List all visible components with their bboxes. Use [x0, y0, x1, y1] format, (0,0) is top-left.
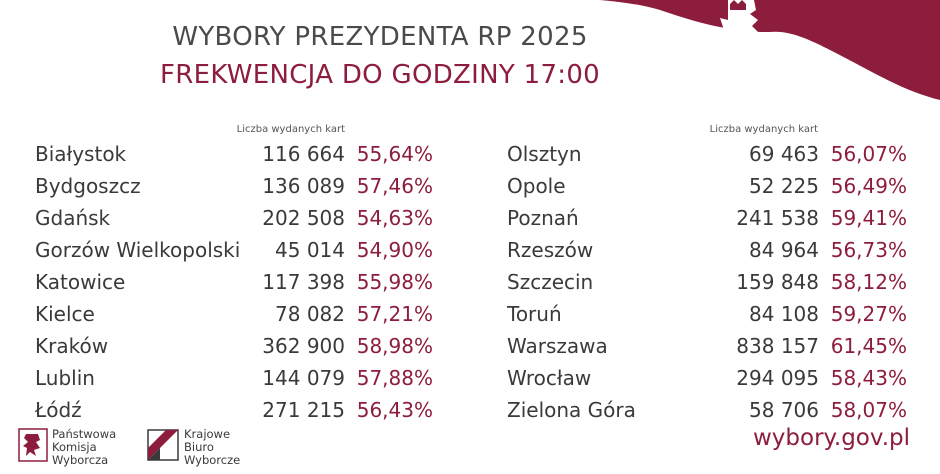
cards-issued: 45 014 — [275, 238, 345, 262]
table-row: Gdańsk 202 508 54,63% — [35, 204, 433, 236]
city-name: Wrocław — [507, 366, 592, 390]
table-row: Bydgoszcz 136 089 57,46% — [35, 172, 433, 204]
turnout-percent: 57,88% — [356, 366, 433, 390]
turnout-percent: 58,98% — [356, 334, 433, 358]
table-row: Olsztyn 69 463 56,07% — [507, 140, 907, 172]
website-link[interactable]: wybory.gov.pl — [753, 425, 910, 451]
cards-issued: 52 225 — [749, 174, 819, 198]
table-row: Lublin 144 079 57,88% — [35, 364, 433, 396]
turnout-percent: 56,43% — [356, 398, 433, 422]
city-name: Warszawa — [507, 334, 608, 358]
turnout-table-right: Olsztyn 69 463 56,07% Opole 52 225 56,49% Po… — [507, 140, 907, 428]
pkw-line2: Komisja — [52, 440, 97, 454]
city-name: Toruń — [507, 302, 562, 326]
turnout-percent: 58,43% — [830, 366, 907, 390]
cards-issued: 838 157 — [736, 334, 819, 358]
turnout-percent: 61,45% — [830, 334, 907, 358]
table-row: Łódź 271 215 56,43% — [35, 396, 433, 428]
city-name: Gdańsk — [35, 206, 111, 230]
city-name: Gorzów Wielkopolski — [35, 238, 241, 262]
column-header-left: Liczba wydanych kart — [236, 124, 345, 135]
table-row: Kielce 78 082 57,21% — [35, 300, 433, 332]
cards-issued: 202 508 — [262, 206, 345, 230]
kbw-logo-icon — [147, 429, 179, 461]
turnout-table-left: Białystok 116 664 55,64% Bydgoszcz 136 089 5… — [35, 140, 433, 428]
cards-issued: 144 079 — [262, 366, 345, 390]
cards-issued: 159 848 — [736, 270, 819, 294]
pkw-line3: Wyborcza — [52, 453, 109, 467]
city-name: Olsztyn — [507, 142, 582, 166]
cards-issued: 271 215 — [262, 398, 345, 422]
city-name: Opole — [507, 174, 566, 198]
city-name: Katowice — [35, 270, 126, 294]
table-row: Wrocław 294 095 58,43% — [507, 364, 907, 396]
turnout-percent: 57,21% — [356, 302, 433, 326]
city-name: Kielce — [35, 302, 95, 326]
cards-issued: 58 706 — [749, 398, 819, 422]
table-row: Toruń 84 108 59,27% — [507, 300, 907, 332]
city-name: Poznań — [507, 206, 579, 230]
turnout-percent: 58,12% — [830, 270, 907, 294]
table-row: Gorzów Wielkopolski 45 014 54,90% — [35, 236, 433, 268]
turnout-percent: 54,63% — [356, 206, 433, 230]
cards-issued: 294 095 — [736, 366, 819, 390]
turnout-percent: 56,73% — [830, 238, 907, 262]
cards-issued: 78 082 — [275, 302, 345, 326]
table-row: Rzeszów 84 964 56,73% — [507, 236, 907, 268]
city-name: Kraków — [35, 334, 109, 358]
city-name: Szczecin — [507, 270, 594, 294]
table-row: Poznań 241 538 59,41% — [507, 204, 907, 236]
pkw-logo-icon — [18, 428, 48, 462]
page-subtitle: FREKWENCJA DO GODZINY 17:00 — [159, 60, 601, 90]
kbw-logo: Krajowe Biuro Wyborcze — [146, 428, 240, 467]
turnout-percent: 57,46% — [356, 174, 433, 198]
city-name: Białystok — [35, 142, 127, 166]
kbw-line3: Wyborcze — [184, 453, 241, 467]
cards-issued: 69 463 — [749, 142, 819, 166]
turnout-percent: 55,64% — [356, 142, 433, 166]
page-title: WYBORY PREZYDENTA RP 2025 — [172, 22, 588, 52]
cards-issued: 117 398 — [262, 270, 345, 294]
kbw-line1: Krajowe — [184, 427, 231, 441]
city-name: Bydgoszcz — [35, 174, 141, 198]
cards-issued: 84 964 — [749, 238, 819, 262]
turnout-percent: 56,49% — [830, 174, 907, 198]
table-row: Opole 52 225 56,49% — [507, 172, 907, 204]
city-name: Rzeszów — [507, 238, 594, 262]
cards-issued: 84 108 — [749, 302, 819, 326]
cards-issued: 116 664 — [262, 142, 345, 166]
cards-issued: 362 900 — [262, 334, 345, 358]
table-row: Kraków 362 900 58,98% — [35, 332, 433, 364]
table-row: Katowice 117 398 55,98% — [35, 268, 433, 300]
table-row: Szczecin 159 848 58,12% — [507, 268, 907, 300]
city-name: Zielona Góra — [507, 398, 636, 422]
turnout-percent: 54,90% — [356, 238, 433, 262]
pkw-line1: Państwowa — [52, 427, 117, 441]
city-name: Łódź — [35, 398, 82, 422]
cards-issued: 136 089 — [262, 174, 345, 198]
cards-issued: 241 538 — [736, 206, 819, 230]
turnout-percent: 59,41% — [830, 206, 907, 230]
pkw-logo: Państwowa Komisja Wyborcza — [18, 428, 116, 467]
turnout-percent: 58,07% — [830, 398, 907, 422]
turnout-percent: 59,27% — [830, 302, 907, 326]
table-row: Warszawa 838 157 61,45% — [507, 332, 907, 364]
turnout-percent: 55,98% — [356, 270, 433, 294]
city-name: Lublin — [35, 366, 95, 390]
column-header-right: Liczba wydanych kart — [709, 124, 818, 135]
table-row: Zielona Góra 58 706 58,07% — [507, 396, 907, 428]
kbw-line2: Biuro — [184, 440, 214, 454]
turnout-percent: 56,07% — [830, 142, 907, 166]
eagle-emblem-icon — [706, 0, 760, 88]
table-row: Białystok 116 664 55,64% — [35, 140, 433, 172]
